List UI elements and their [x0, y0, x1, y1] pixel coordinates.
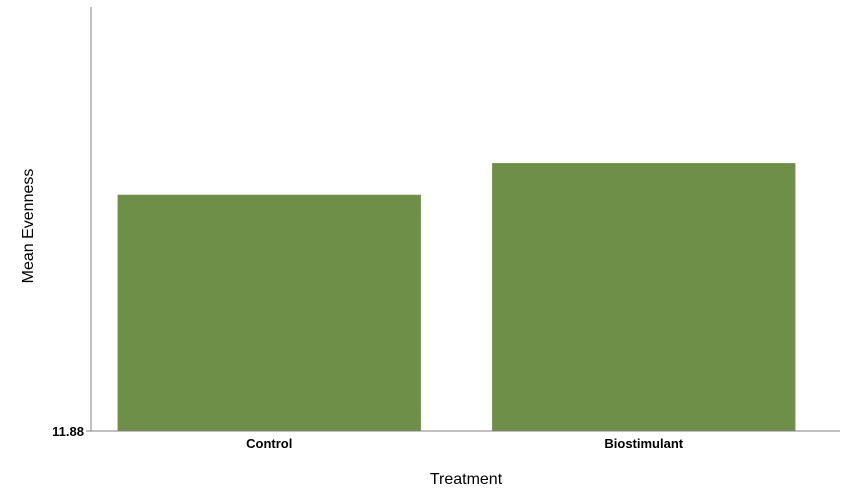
x-axis-title: Treatment: [430, 471, 503, 488]
x-tick-label-biostimulant: Biostimulant: [604, 436, 683, 451]
plot-area: [117, 163, 796, 432]
x-tick-label-control: Control: [246, 436, 292, 451]
y-tick-label: 11.88: [52, 424, 84, 439]
y-axis-title: Mean Evenness: [20, 169, 37, 284]
x-tick-labels: Control Biostimulant: [246, 436, 684, 451]
bar-control: [117, 194, 421, 431]
bar-biostimulant: [492, 163, 796, 432]
